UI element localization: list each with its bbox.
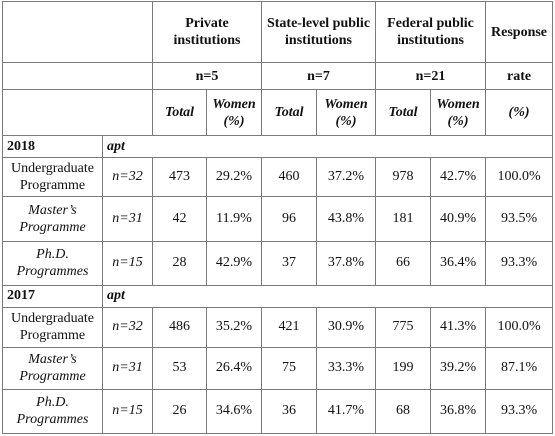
total-header-state: Total (261, 89, 318, 137)
value-cell: 30.9% (316, 306, 377, 348)
value-cell: 41.3% (430, 306, 487, 348)
n-cell: n=15 (102, 388, 153, 435)
value-cell: 42.7% (430, 157, 487, 198)
value-cell: 34.6% (205, 388, 263, 435)
value-cell: 978 (375, 157, 432, 198)
value-cell: 26.4% (205, 346, 263, 390)
value-cell: 181 (375, 196, 432, 242)
group-header-federal: Federal public institutions (375, 0, 487, 64)
group-size-private: n=5 (151, 62, 263, 91)
corner-cell (2, 0, 153, 64)
corner-cell-3 (2, 89, 153, 137)
value-cell: 39.2% (430, 346, 487, 390)
value-cell: 100.0% (485, 157, 554, 198)
value-cell: 421 (261, 306, 318, 348)
value-cell: 775 (375, 306, 432, 348)
value-cell: 93.3% (485, 240, 554, 286)
value-cell: 43.8% (316, 196, 377, 242)
group-header-state: State-level public institutions (261, 0, 377, 64)
value-cell: 26 (152, 388, 207, 435)
header-row-sizes: n=5 n=7 n=21 rate (2, 62, 554, 91)
value-cell: 37.8% (316, 240, 377, 286)
table-row: Master’s Programme n=31 42 11.9% 96 43.8%… (2, 196, 554, 242)
response-header: Response (485, 0, 554, 64)
value-cell: 41.7% (316, 388, 377, 435)
value-cell: 36 (261, 388, 318, 435)
value-cell: 473 (152, 157, 207, 198)
n-cell: n=31 (102, 346, 153, 390)
table-row: Ph.D. Programmes n=15 28 42.9% 37 37.8% 6… (2, 240, 554, 286)
total-header-federal: Total (375, 89, 432, 137)
corner-cell-2 (2, 62, 153, 91)
table-row: Ph.D. Programmes n=15 26 34.6% 36 41.7% 6… (2, 388, 554, 435)
value-cell: 37.2% (316, 157, 377, 198)
women-header-state: Women (%) (316, 89, 377, 137)
programme-label: Ph.D. Programmes (2, 388, 103, 435)
programme-label: Undergraduate Programme (2, 306, 103, 348)
value-cell: 28 (152, 240, 207, 286)
programme-label: Ph.D. Programmes (2, 240, 103, 286)
value-cell: 460 (261, 157, 318, 198)
group-header-private: Private institutions (151, 0, 263, 64)
n-cell: n=31 (102, 196, 153, 242)
value-cell: 93.3% (485, 388, 554, 435)
value-cell: 68 (375, 388, 432, 435)
value-cell: 36.4% (430, 240, 487, 286)
value-cell: 37 (261, 240, 318, 286)
year-row-2017: 2017 apt (2, 284, 554, 308)
value-cell: 87.1% (485, 346, 554, 390)
year-row-2018: 2018 apt (2, 135, 554, 159)
value-cell: 93.5% (485, 196, 554, 242)
rate-header: rate (485, 62, 554, 91)
women-header-private: Women (%) (205, 89, 263, 137)
n-cell: n=32 (102, 306, 153, 348)
apt-label: apt (101, 135, 554, 159)
value-cell: 35.2% (205, 306, 263, 348)
year-label: 2018 (2, 135, 103, 159)
n-cell: n=15 (102, 240, 153, 286)
header-row-measures: Total Women (%) Total Women (%) Total Wome… (2, 89, 554, 137)
value-cell: 53 (152, 346, 207, 390)
value-cell: 42 (152, 196, 207, 242)
total-header-private: Total (152, 89, 207, 137)
value-cell: 486 (152, 306, 207, 348)
value-cell: 40.9% (430, 196, 487, 242)
rate-unit-header: (%) (485, 89, 554, 137)
value-cell: 75 (261, 346, 318, 390)
value-cell: 11.9% (205, 196, 263, 242)
women-header-federal: Women (%) (430, 89, 487, 137)
value-cell: 33.3% (316, 346, 377, 390)
table-row: Master’s Programme n=31 53 26.4% 75 33.3%… (2, 346, 554, 390)
table-row: Undergraduate Programme n=32 486 35.2% 42… (2, 306, 554, 348)
programme-label: Master’s Programme (2, 196, 103, 242)
header-row-groups: Private institutions State-level public … (2, 0, 554, 64)
value-cell: 66 (375, 240, 432, 286)
value-cell: 29.2% (205, 157, 263, 198)
value-cell: 96 (261, 196, 318, 242)
programme-label: Master’s Programme (2, 346, 103, 390)
apt-label: apt (101, 284, 554, 308)
table-row: Undergraduate Programme n=32 473 29.2% 46… (2, 157, 554, 198)
group-size-state: n=7 (261, 62, 377, 91)
year-label: 2017 (2, 284, 103, 308)
group-size-federal: n=21 (375, 62, 487, 91)
value-cell: 199 (375, 346, 432, 390)
value-cell: 42.9% (205, 240, 263, 286)
programme-label: Undergraduate Programme (2, 157, 103, 198)
value-cell: 36.8% (430, 388, 487, 435)
n-cell: n=32 (102, 157, 153, 198)
value-cell: 100.0% (485, 306, 554, 348)
